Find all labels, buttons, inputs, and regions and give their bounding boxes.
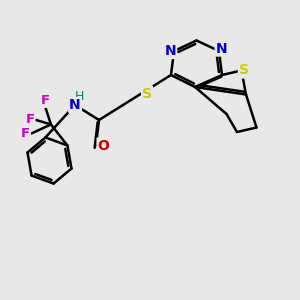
- Text: F: F: [21, 127, 30, 140]
- Text: S: S: [142, 87, 152, 100]
- Text: S: S: [239, 64, 249, 77]
- Text: O: O: [98, 139, 110, 152]
- Text: H: H: [75, 90, 84, 103]
- Text: N: N: [69, 98, 81, 112]
- Text: N: N: [216, 42, 227, 56]
- Text: N: N: [165, 44, 176, 58]
- Text: F: F: [40, 94, 50, 107]
- Text: F: F: [26, 113, 34, 127]
